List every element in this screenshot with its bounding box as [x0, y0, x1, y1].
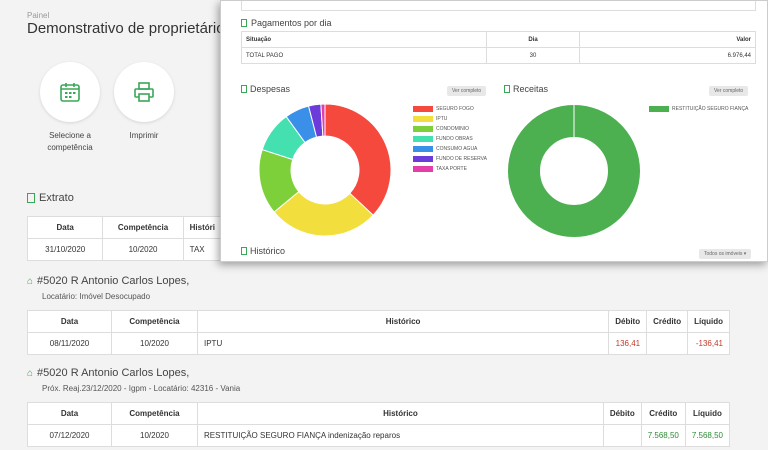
page-title: Demonstrativo de proprietário [27, 20, 225, 37]
legend-label: SEGURO FOGO [436, 106, 474, 112]
document-icon [504, 85, 510, 93]
select-competence-label: Selecione a competência [47, 131, 93, 152]
document-icon [241, 19, 247, 27]
print-label: Imprimir [129, 131, 159, 140]
legend-label: FUNDO DE RESERVA [436, 156, 487, 162]
receitas-view-full-button[interactable]: Ver completo [709, 86, 749, 96]
printer-icon [114, 62, 174, 122]
receitas-donut-chart [508, 105, 640, 237]
document-icon [241, 85, 247, 93]
home-icon: ⌂ [27, 275, 34, 287]
property2-tenant: Próx. Reaj.23/12/2020 - Igpm - Locatário… [42, 384, 241, 393]
property2-table: Data Competência Histórico Débito Crédit… [27, 402, 731, 447]
legend-label: CONDOMINIO [436, 126, 470, 132]
legend-swatch [413, 166, 433, 172]
legend-swatch [413, 156, 433, 162]
breadcrumb[interactable]: Painel [27, 11, 50, 20]
calendar-icon [40, 62, 100, 122]
legend-label: FUNDO OBRAS [436, 136, 473, 142]
legend-label: CONSUMO AGUA [436, 146, 478, 152]
legend-item[interactable]: RESTITUIÇÃO SEGURO FIANÇA [649, 104, 748, 114]
legend-label: RESTITUIÇÃO SEGURO FIANÇA [672, 106, 749, 112]
despesas-view-full-button[interactable]: Ver completo [447, 86, 487, 96]
select-competence-button[interactable]: Selecione a competência [40, 62, 100, 154]
despesas-heading: Despesas [241, 84, 290, 94]
report-preview-window: Pagamentos por dia Situação Dia Valor TO… [220, 0, 768, 262]
document-icon [27, 193, 35, 203]
table-header-row: Data Competência Históri [26, 216, 223, 239]
legend-label: IPTU [436, 116, 448, 122]
extrato-table: Data Competência Históri 31/10/2020 10/2… [26, 216, 223, 261]
legend-swatch [413, 136, 433, 142]
property2-heading: ⌂ #5020 R Antonio Carlos Lopes, [27, 367, 190, 379]
slice-iptu [273, 190, 374, 237]
receitas-legend: RESTITUIÇÃO SEGURO FIANÇA [649, 104, 748, 114]
legend-label: TAXA PORTE [436, 166, 467, 172]
extrato-heading: Extrato [27, 192, 74, 204]
legend-item[interactable]: SEGURO FOGO [413, 104, 487, 114]
property1-tenant: Locatário: Imóvel Desocupado [42, 292, 151, 301]
payments-heading: Pagamentos por dia [241, 18, 332, 28]
legend-swatch [413, 106, 433, 112]
payments-table: Situação Dia Valor TOTAL PAGO 30 6.976,4… [241, 31, 756, 64]
all-properties-dropdown[interactable]: Todos os imóveis ▾ [699, 249, 752, 259]
table-header-row: Data Competência Histórico Débito Crédit… [27, 310, 730, 333]
despesas-donut-chart [258, 103, 392, 237]
legend-swatch [413, 146, 433, 152]
legend-swatch [413, 116, 433, 122]
legend-swatch [649, 106, 669, 112]
legend-item[interactable]: FUNDO DE RESERVA [413, 154, 487, 164]
table-row: 31/10/2020 10/2020 TAX [26, 238, 223, 261]
property1-table: Data Competência Histórico Débito Crédit… [27, 310, 730, 355]
legend-item[interactable]: FUNDO OBRAS [413, 134, 487, 144]
legend-item[interactable]: CONDOMINIO [413, 124, 487, 134]
document-icon [241, 247, 247, 255]
receitas-heading: Receitas [504, 84, 548, 94]
historico-heading: Histórico [241, 246, 285, 256]
table-row: 07/12/2020 10/2020 RESTITUIÇÃO SEGURO FI… [27, 424, 731, 447]
top-table-remnant [241, 1, 756, 11]
print-button[interactable]: Imprimir [114, 62, 174, 142]
home-icon: ⌂ [27, 367, 34, 379]
property1-heading: ⌂ #5020 R Antonio Carlos Lopes, [27, 275, 190, 287]
table-header-row: Data Competência Histórico Débito Crédit… [27, 402, 731, 425]
table-row: TOTAL PAGO 30 6.976,44 [241, 47, 756, 64]
legend-item[interactable]: IPTU [413, 114, 487, 124]
legend-item[interactable]: CONSUMO AGUA [413, 144, 487, 154]
table-row: 08/11/2020 10/2020 IPTU 136,41 -136,41 [27, 332, 730, 355]
table-header-row: Situação Dia Valor [241, 31, 756, 48]
despesas-legend: SEGURO FOGO IPTU CONDOMINIO FUNDO OBRAS CONS… [413, 104, 487, 174]
legend-item[interactable]: TAXA PORTE [413, 164, 487, 174]
slice-taxa-porte [320, 103, 326, 137]
slice-seguro-fogo [324, 103, 392, 216]
legend-swatch [413, 126, 433, 132]
